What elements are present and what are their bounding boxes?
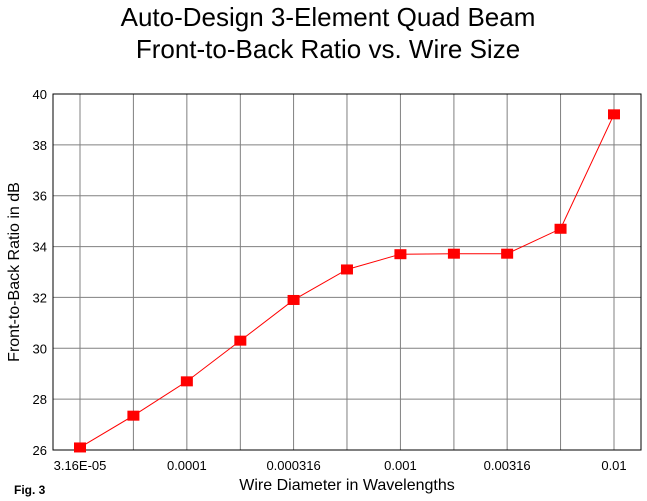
chart-title-line-1: Auto-Design 3-Element Quad Beam (121, 2, 536, 32)
x-tick-label: 0.00316 (484, 458, 531, 473)
y-tick-label: 38 (33, 138, 47, 153)
x-tick-label: 0.0001 (167, 458, 207, 473)
data-point (180, 376, 193, 387)
y-tick-label: 30 (33, 341, 47, 356)
data-point (127, 410, 140, 421)
y-tick-label: 26 (33, 443, 47, 458)
data-point (394, 249, 407, 260)
data-point (287, 294, 300, 305)
data-point (501, 248, 514, 259)
x-axis-label: Wire Diameter in Wavelengths (239, 477, 454, 494)
x-tick-label: 0.000316 (266, 458, 320, 473)
y-tick-label: 36 (33, 189, 47, 204)
plot-frame (52, 93, 642, 451)
y-tick-label: 34 (33, 240, 47, 255)
data-point (608, 109, 620, 120)
figure-label: Fig. 3 (14, 483, 46, 497)
y-tick-label: 32 (33, 290, 47, 305)
y-tick-label: 28 (33, 392, 47, 407)
y-axis-label: Front-to-Back Ratio in dB (6, 182, 23, 362)
x-tick-label: 3.16E-05 (54, 458, 107, 473)
x-tick-label: 0.001 (384, 458, 417, 473)
chart-title-line-2: Front-to-Back Ratio vs. Wire Size (136, 34, 520, 64)
data-series (74, 109, 620, 453)
data-point (340, 264, 353, 275)
y-tick-label: 40 (33, 87, 47, 102)
data-point (74, 442, 86, 453)
data-point (447, 248, 460, 259)
data-point (554, 223, 567, 234)
data-point (234, 335, 247, 346)
x-tick-label: 0.01 (601, 458, 626, 473)
tick-labels: 26 28 30 32 34 36 38 40 3.16E-05 0.0001 0.000316 0.… (33, 87, 627, 473)
